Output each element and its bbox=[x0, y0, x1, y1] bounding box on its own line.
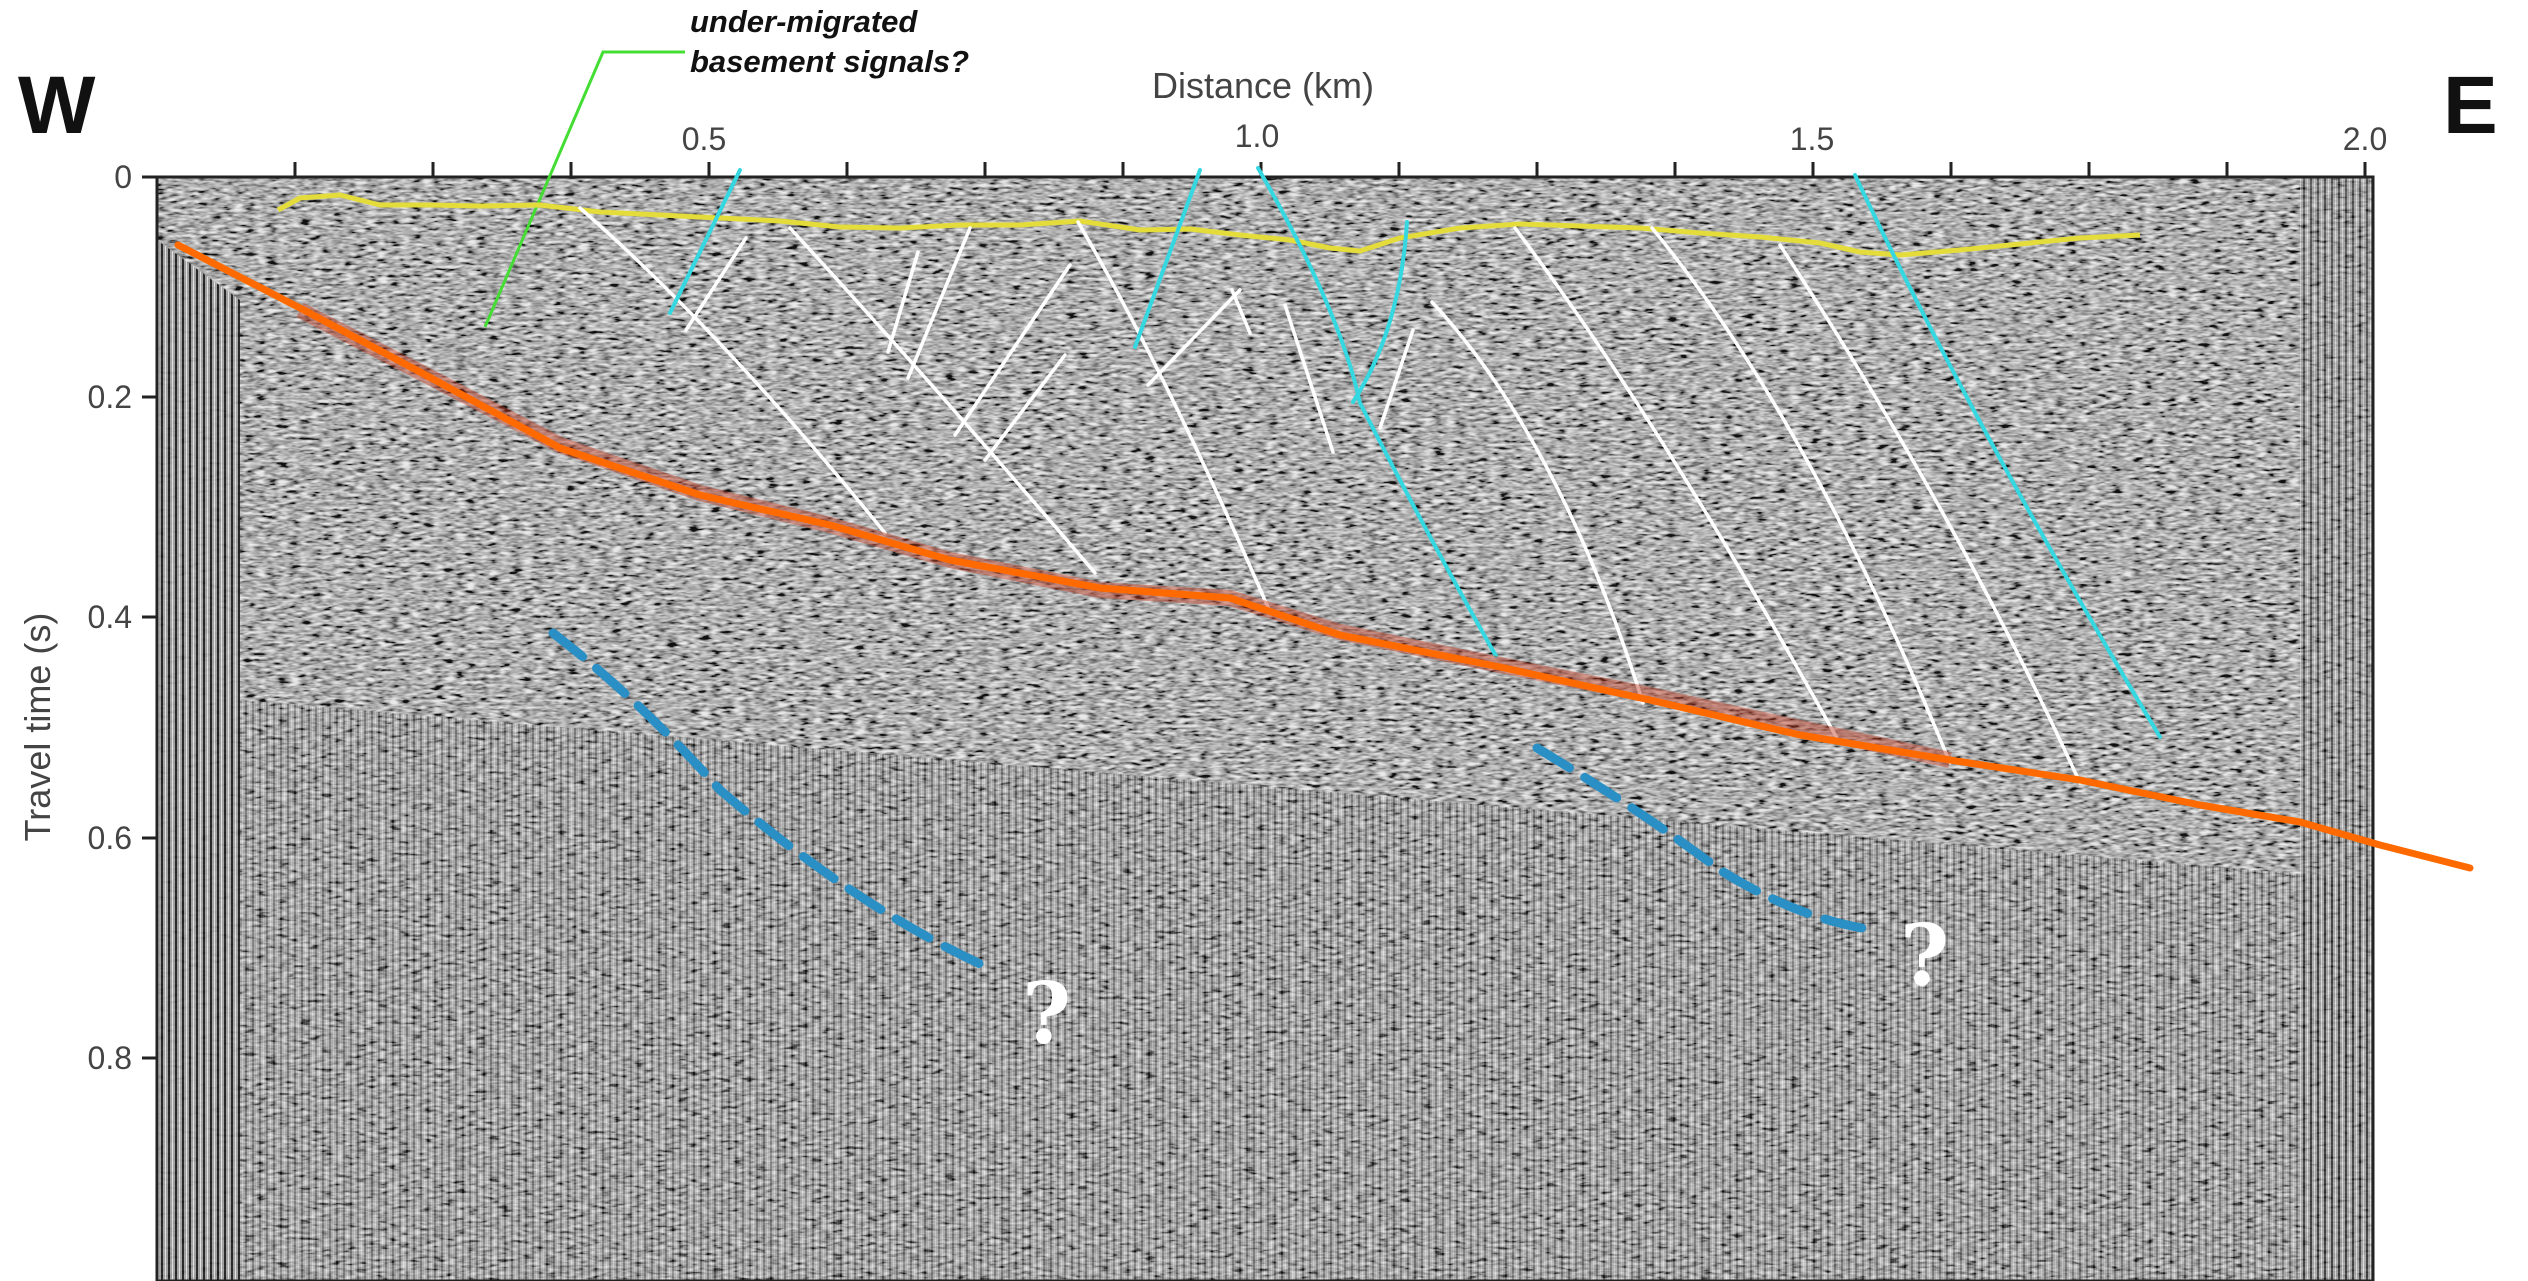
fault-w2 bbox=[788, 226, 1097, 575]
y-tick-0: 0 bbox=[114, 159, 132, 195]
fault-w8 bbox=[684, 236, 748, 332]
y-tick-0-8: 0.8 bbox=[88, 1040, 132, 1076]
deep-reflector-right bbox=[1532, 743, 1880, 935]
fault-w16 bbox=[1378, 328, 1415, 430]
annotation-line-2: basement signals? bbox=[690, 44, 969, 79]
question-mark-left: ? bbox=[1022, 964, 1071, 1063]
seismic-data-panel bbox=[157, 177, 2373, 1281]
fault-w12 bbox=[983, 353, 1067, 462]
west-label: W bbox=[18, 60, 96, 151]
fault-w11 bbox=[953, 263, 1072, 437]
fault-c5 bbox=[1853, 173, 2162, 739]
fault-c3 bbox=[1256, 166, 1498, 658]
cyan-faults bbox=[668, 166, 2162, 739]
fault-w15 bbox=[1283, 303, 1335, 454]
fault-w10 bbox=[906, 226, 972, 380]
x-axis-title: Distance (km) bbox=[1152, 65, 1374, 106]
fault-w3 bbox=[1076, 220, 1272, 614]
y-tick-0-6: 0.6 bbox=[88, 820, 132, 856]
fault-w7 bbox=[1778, 243, 2082, 785]
x-tick-1-5: 1.5 bbox=[1790, 121, 1834, 157]
basement-reflector bbox=[174, 241, 2474, 872]
deep-trace-zone bbox=[240, 700, 2373, 1281]
annotation-leader-line bbox=[483, 50, 685, 328]
right-edge-traces bbox=[2300, 177, 2373, 1281]
fault-w4 bbox=[1430, 300, 1645, 705]
east-label: E bbox=[2443, 60, 2498, 151]
y-tick-0-4: 0.4 bbox=[88, 599, 132, 635]
fault-c4 bbox=[1351, 220, 1409, 404]
x-tick-0-5: 0.5 bbox=[682, 121, 726, 157]
x-tick-2-0: 2.0 bbox=[2343, 121, 2387, 157]
fault-w14 bbox=[1230, 288, 1252, 335]
top-axis-ticks bbox=[293, 162, 2367, 177]
trace-stripe-zone bbox=[157, 240, 240, 1281]
fault-w1 bbox=[578, 206, 887, 535]
fault-w9 bbox=[886, 250, 920, 354]
fault-w13 bbox=[1146, 288, 1242, 387]
seafloor-reflector bbox=[276, 192, 2141, 258]
left-axis-ticks bbox=[142, 175, 157, 1060]
annotation-line-1: under-migrated bbox=[690, 4, 918, 39]
y-axis-title: Travel time (s) bbox=[17, 613, 58, 842]
fault-w6 bbox=[1650, 226, 1952, 765]
question-mark-right: ? bbox=[1900, 906, 1949, 1005]
fault-c2 bbox=[1133, 168, 1202, 349]
deep-reflector-left bbox=[548, 628, 998, 975]
fault-c1 bbox=[668, 168, 742, 315]
x-tick-1-0: 1.0 bbox=[1235, 118, 1279, 154]
y-tick-0-2: 0.2 bbox=[88, 379, 132, 415]
white-faults bbox=[578, 206, 2082, 785]
fault-w5 bbox=[1513, 226, 1840, 742]
